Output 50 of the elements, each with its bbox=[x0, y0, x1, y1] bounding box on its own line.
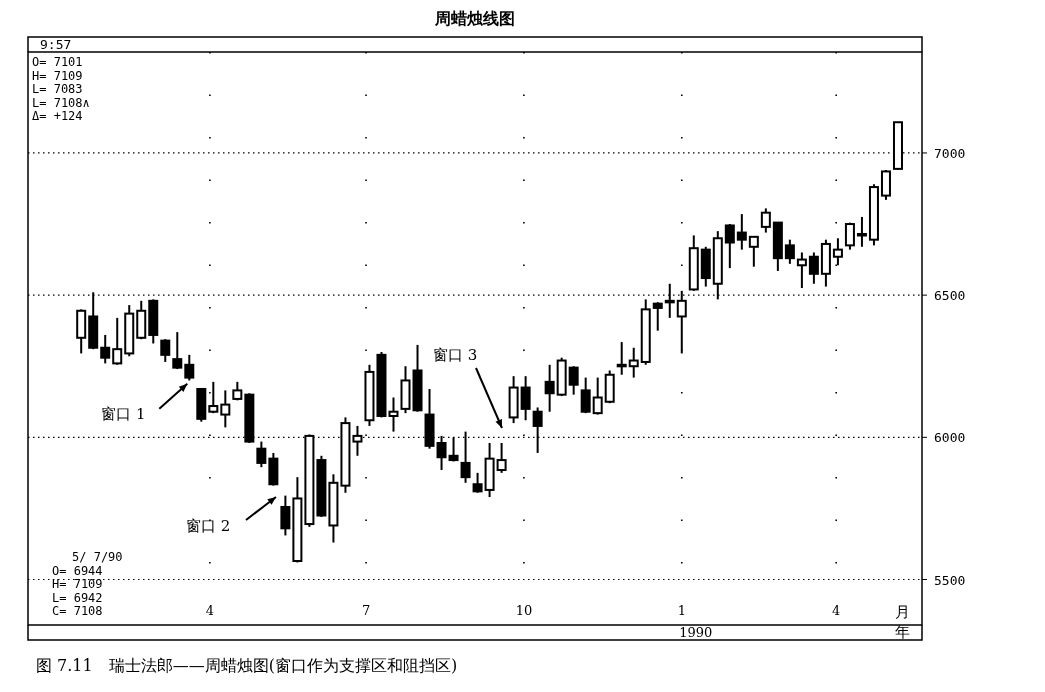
candlestick bbox=[472, 471, 483, 494]
candlestick bbox=[580, 376, 591, 415]
chart-title: 周蜡烛线图 bbox=[434, 9, 515, 28]
candlestick bbox=[496, 442, 507, 474]
candlestick bbox=[616, 341, 627, 376]
x-tick-label: 10 bbox=[515, 603, 533, 618]
text: 1990 bbox=[679, 625, 713, 640]
candlestick bbox=[220, 389, 231, 429]
candlestick bbox=[856, 215, 867, 248]
candlestick bbox=[736, 213, 747, 251]
candlestick bbox=[256, 440, 267, 469]
candlestick bbox=[724, 223, 735, 270]
candlestick bbox=[112, 316, 123, 366]
x-tick-label: 4 bbox=[205, 603, 215, 618]
candlestick bbox=[784, 238, 795, 265]
candlestick bbox=[844, 221, 855, 251]
candlestick bbox=[160, 338, 171, 363]
candlestick bbox=[544, 363, 555, 413]
y-tick-label: 6500 bbox=[934, 288, 966, 304]
candlestick bbox=[520, 375, 531, 422]
candlestick bbox=[796, 251, 807, 290]
candlestick bbox=[832, 237, 843, 267]
candlestick bbox=[184, 353, 195, 382]
annotation: 9:57 bbox=[40, 37, 72, 52]
annotation: 5/ 7/90 O= 6944 H= 7109 L= 6942 C= 7108 bbox=[52, 550, 123, 618]
candlestick bbox=[280, 494, 291, 537]
candlestick bbox=[568, 365, 579, 396]
y-tick-label: 6000 bbox=[934, 430, 966, 446]
annotation: 窗口 3 bbox=[433, 346, 478, 364]
caption: 图 7.11 瑞士法郎——周蜡烛图(窗口作为支撑区和阻挡区) bbox=[36, 656, 458, 675]
x-tick-label: 4 bbox=[832, 603, 841, 618]
candlestick bbox=[388, 396, 399, 433]
candlestick bbox=[172, 331, 183, 371]
candlestick bbox=[748, 235, 759, 268]
candlestick bbox=[448, 436, 459, 463]
candlestick bbox=[592, 376, 603, 416]
annotation: 年 bbox=[894, 623, 910, 641]
annotation: 窗口 1 bbox=[101, 404, 146, 423]
y-tick-label: 7000 bbox=[934, 145, 966, 161]
candlestick bbox=[760, 207, 771, 234]
annotation: 窗口 2 bbox=[186, 517, 231, 535]
candlestick bbox=[628, 346, 639, 379]
candlestick bbox=[652, 301, 663, 332]
candlestick bbox=[100, 333, 111, 365]
candlestick bbox=[808, 251, 819, 285]
y-tick-label: 5500 bbox=[934, 572, 966, 588]
annotation: O= 7101 H= 7109 L= 7083 L= 7108∧ Δ= +124 bbox=[32, 55, 90, 123]
annotation: 月 bbox=[894, 603, 910, 621]
x-tick-label: 1 bbox=[677, 603, 686, 618]
x-tick-label: 7 bbox=[361, 603, 371, 618]
